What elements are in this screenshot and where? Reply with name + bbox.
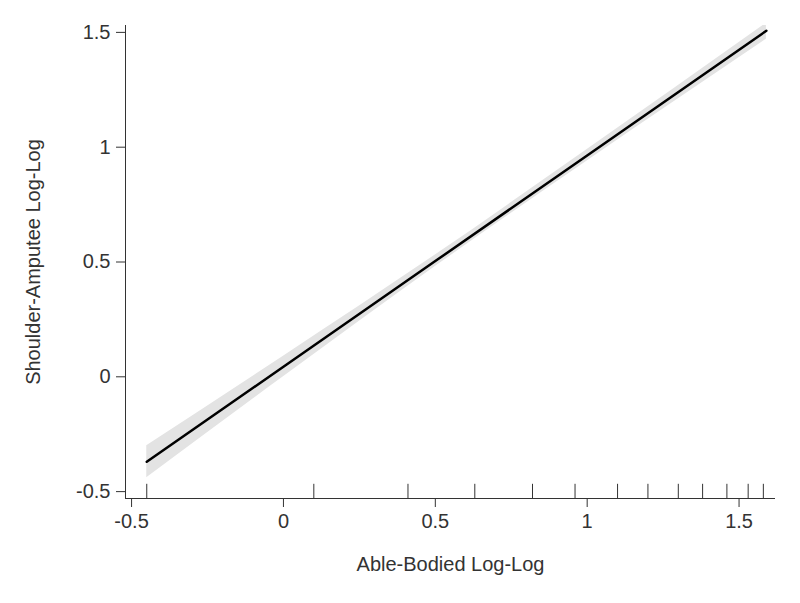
svg-text:-0.5: -0.5 bbox=[76, 480, 110, 502]
svg-text:-0.5: -0.5 bbox=[114, 510, 148, 532]
svg-text:Able-Bodied Log-Log: Able-Bodied Log-Log bbox=[357, 553, 545, 575]
svg-text:0.5: 0.5 bbox=[421, 510, 449, 532]
svg-text:1.5: 1.5 bbox=[725, 510, 753, 532]
svg-text:Shoulder-Amputee Log-Log: Shoulder-Amputee Log-Log bbox=[22, 139, 44, 385]
svg-text:1: 1 bbox=[99, 136, 110, 158]
svg-text:0: 0 bbox=[99, 365, 110, 387]
svg-text:1.5: 1.5 bbox=[83, 21, 111, 43]
svg-text:1: 1 bbox=[582, 510, 593, 532]
svg-text:0: 0 bbox=[278, 510, 289, 532]
svg-text:0.5: 0.5 bbox=[83, 250, 111, 272]
